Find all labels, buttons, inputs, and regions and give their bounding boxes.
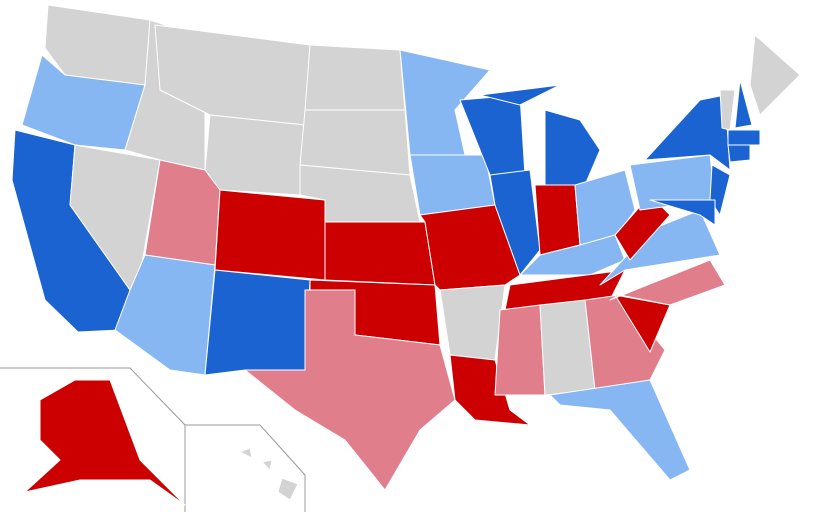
inset-border (185, 424, 306, 512)
state (449, 354, 531, 426)
inset-border (0, 367, 186, 512)
state (734, 79, 753, 129)
state (479, 84, 561, 106)
state (549, 379, 691, 481)
state (534, 184, 581, 256)
state (584, 294, 666, 391)
state (749, 34, 801, 116)
state (239, 447, 253, 459)
state (214, 189, 326, 281)
state (727, 144, 751, 163)
state (489, 169, 541, 276)
state (614, 194, 671, 261)
state (409, 154, 496, 216)
state (277, 477, 299, 501)
state (439, 284, 506, 361)
state (304, 44, 406, 111)
state (649, 199, 716, 226)
state (324, 221, 436, 286)
state (494, 304, 546, 396)
state (719, 89, 736, 131)
state (244, 289, 456, 491)
state (299, 109, 411, 176)
state (24, 379, 186, 506)
state (609, 259, 726, 306)
state (204, 269, 311, 376)
state (399, 49, 491, 156)
state (261, 459, 273, 471)
state (727, 129, 761, 146)
state (544, 109, 601, 186)
state (204, 114, 306, 196)
